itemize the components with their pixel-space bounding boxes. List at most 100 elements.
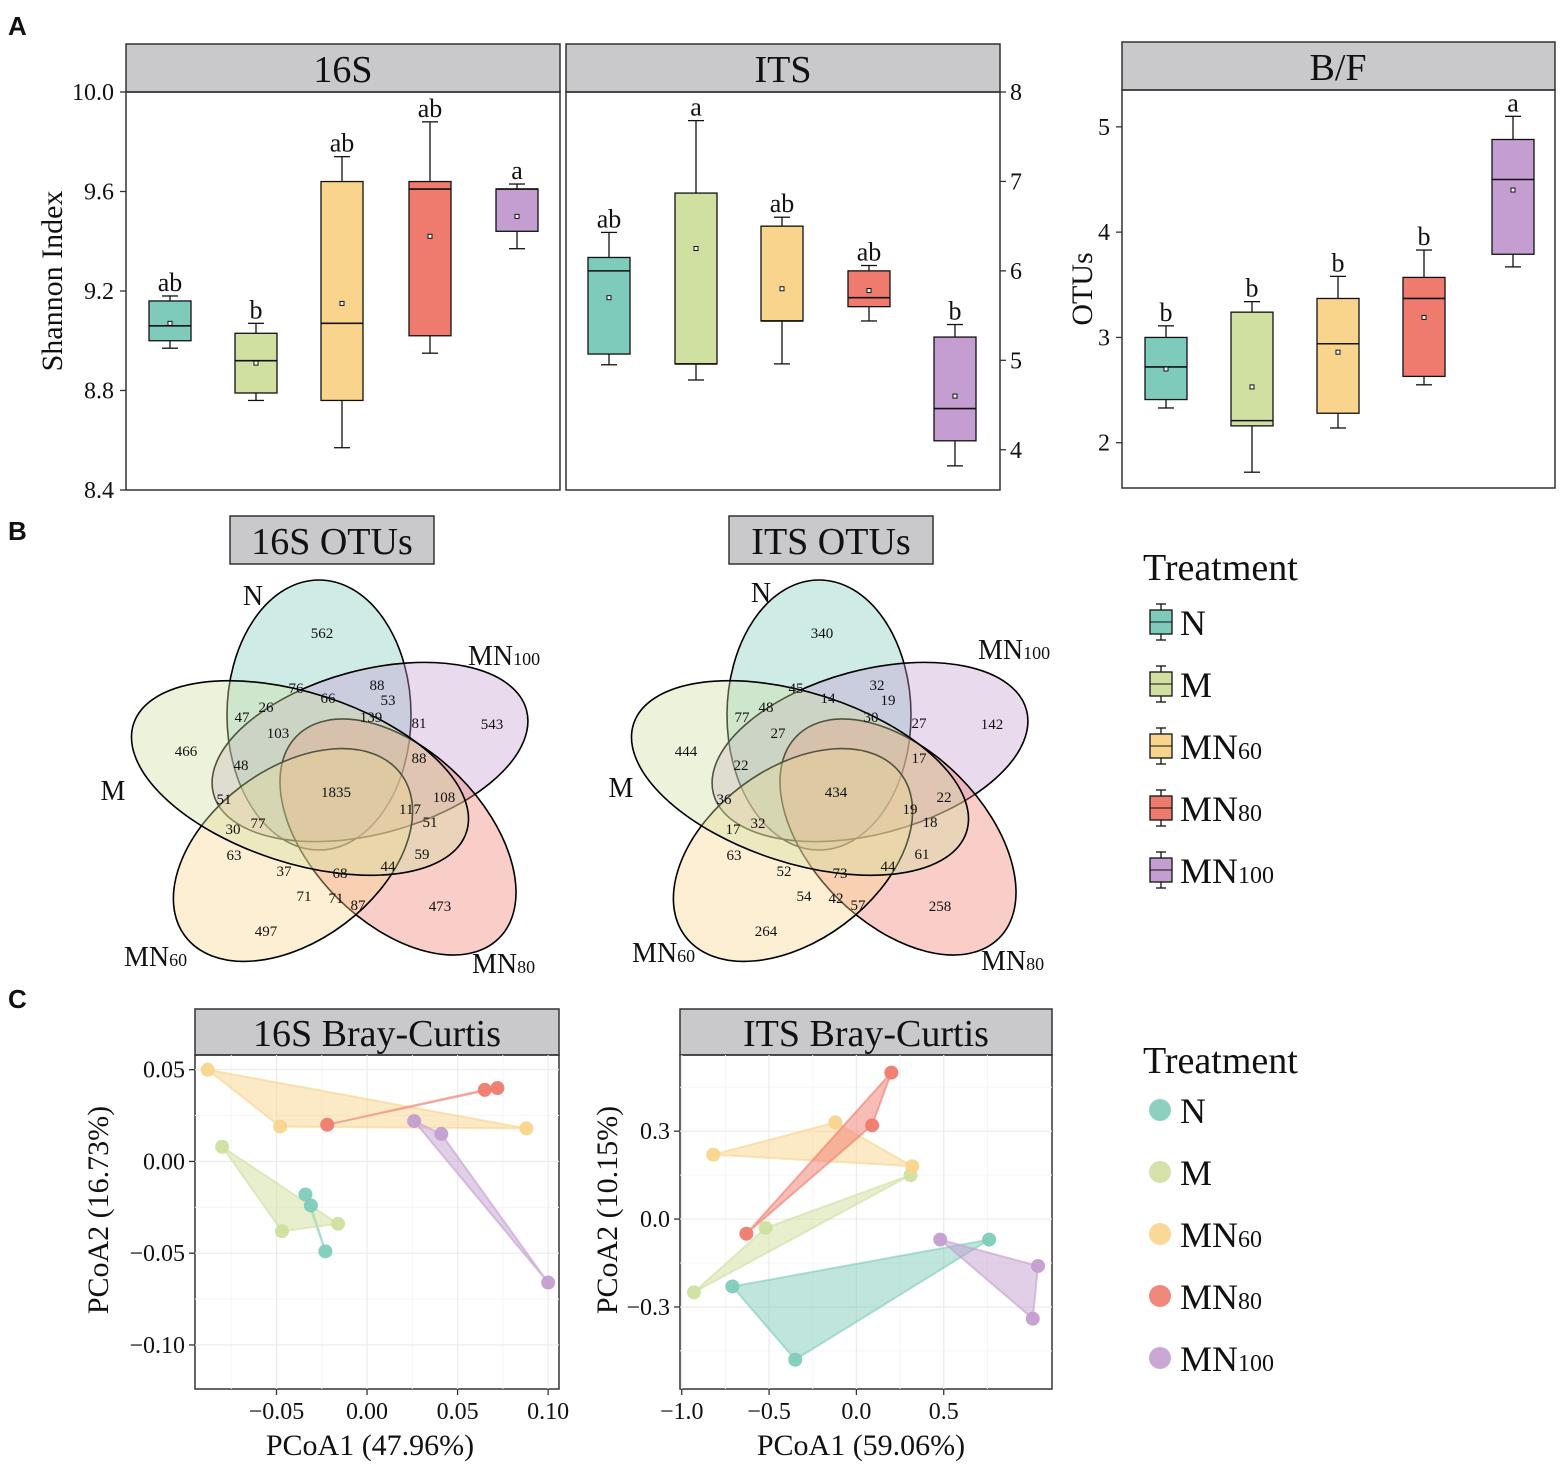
point-MN100 [541,1275,556,1290]
x-tick-label: 0.0 [841,1399,871,1425]
y-tick-label: 6 [1010,259,1022,285]
strip-16s [125,43,561,93]
venn-region-value: 87 [351,898,367,914]
box-body [495,188,539,232]
venn-region-value: 466 [175,744,198,760]
legend-label: M [1180,665,1212,705]
venn-region-value: 59 [415,847,430,863]
box-N: b [1144,298,1188,409]
x-tick-label: 0.05 [437,1399,479,1425]
strip-its [565,43,1001,93]
venn-set-labels-16s: N MN100 MN80 MN60 M [101,581,541,980]
venn-region-value: 434 [825,785,848,801]
venn-title-box-16s [229,515,435,565]
legend-item-N: N [1149,1091,1206,1131]
legend-treatment-box: Treatment NM MN60 MN80 MN100 [1143,547,1298,891]
box-M: b [1230,274,1274,473]
venn-region-value: 117 [399,802,421,818]
venn-region-value: 71 [297,889,312,905]
x-tick-label: 0.00 [346,1399,388,1425]
y-axis-bf: 2 3 4 5 [1098,115,1122,457]
venn-set-label: M [101,776,126,807]
y-tick-label: 8.8 [84,379,114,405]
legend-label: MN80 [1180,1277,1262,1317]
y-tick-label: −0.05 [129,1241,185,1267]
significance-letter: a [690,93,702,122]
y-tick-label: 3 [1098,325,1110,351]
venn-region-value: 14 [821,691,837,707]
box-MN80: ab [847,238,891,322]
y-tick-label: 9.6 [84,180,114,206]
box-body [1316,297,1360,414]
significance-letter: b [1332,248,1345,277]
venn-region-value: 51 [217,792,232,808]
point-N [298,1187,313,1202]
legend-item-MN60: MN60 [1149,1215,1262,1255]
legend-item-N: N [1149,603,1206,643]
y-axis-16s: 8.4 8.8 9.2 9.6 10.0 [72,80,126,504]
venn-region-value: 22 [937,790,952,806]
venn-region-value: 108 [433,790,456,806]
venn-region-value: 76 [289,681,305,697]
venn-region-value: 48 [234,758,249,774]
point-MN60 [519,1121,534,1136]
legend-item-MN100: MN100 [1149,1339,1274,1379]
venn-region-value: 63 [727,848,742,864]
venn-region-value: 543 [481,717,504,733]
point-MN100 [434,1126,449,1141]
venn-region-value: 340 [811,626,834,642]
strip-title-16s: 16S [313,49,372,91]
venn-region-value: 17 [726,822,742,838]
strip-pcoa-16s [194,1008,560,1056]
legend-point-swatch [1149,1223,1171,1245]
x-tick-label: −0.5 [747,1399,791,1425]
legend-title: Treatment [1143,1040,1298,1082]
venn-region-value: 45 [789,681,804,697]
legend-point-swatch [1149,1099,1171,1121]
box-marks-16s: ab b ab ab a [148,94,539,449]
box-MN60: b [1316,248,1360,429]
legend-label: MN100 [1180,851,1274,891]
venn-region-value: 30 [226,822,241,838]
venn-set-label: MN80 [472,949,535,980]
point-M [331,1216,346,1231]
venn-region-value: 142 [981,717,1004,733]
point-MN100 [407,1114,422,1129]
box-body [1230,311,1274,427]
venn-region-value: 54 [797,889,813,905]
venn-region-value: 71 [329,891,344,907]
box-plot-16s: 16S ab b ab ab a 8.4 8.8 9.2 9.6 10.0 Shannon In… [36,43,561,504]
box-body [760,225,804,322]
venn-title-16s: 16S OTUs [251,521,413,563]
box-body [1491,138,1535,255]
point-MN60 [828,1115,843,1130]
box-M: a [674,93,718,381]
box-MN80: ab [408,94,452,354]
legend-title: Treatment [1143,547,1298,589]
hull-MN60 [206,1068,528,1130]
venn-set-label: MN60 [632,938,695,969]
hull-MN80 [745,1071,893,1235]
y-tick-label: 9.2 [84,279,114,305]
venn-ellipse-n [226,579,412,851]
venn-set-label: MN100 [468,641,540,672]
significance-letter: ab [857,238,882,267]
box-body [847,270,891,308]
point-N [303,1198,318,1213]
legend-label: MN60 [1180,1215,1262,1255]
venn-ellipse-m [130,679,470,877]
point-N [725,1279,740,1294]
venn-set-label: M [609,773,634,804]
venn-set-label: MN100 [978,635,1050,666]
box-MN80: b [1402,222,1446,386]
venn-its: ITS OTUs N MN100 MN80 MN60 M 340 142 258 26… [609,515,1050,977]
legend-point-swatch [1149,1347,1171,1369]
venn-region-value: 48 [759,700,774,716]
venn-region-value: 258 [929,899,952,915]
box-body [587,256,631,355]
venn-region-value: 26 [259,700,275,716]
venn-region-value: 473 [429,899,452,915]
legend-point-swatch [1149,1161,1171,1183]
